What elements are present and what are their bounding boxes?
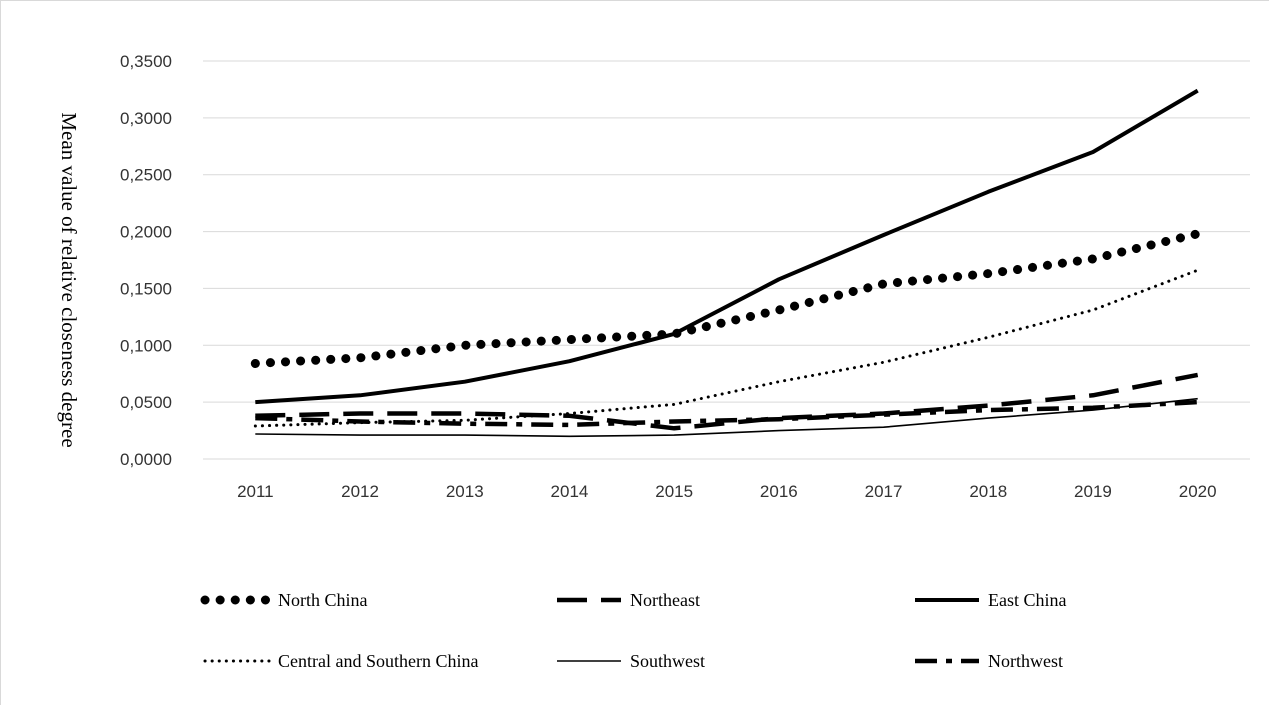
x-tick-label: 2017 — [865, 482, 903, 501]
x-axis-ticks: 2011 2012 2013 2014 2015 2016 2017 2018 2019 2020 — [237, 482, 1216, 501]
y-axis-label: Mean value of relative closeness degree — [57, 112, 81, 447]
legend-label: Northwest — [988, 651, 1063, 671]
legend-item: East China — [915, 590, 1067, 610]
x-tick-label: 2011 — [237, 482, 274, 501]
legend-item: Central and Southern China — [203, 651, 478, 671]
y-tick-label: 0,2500 — [120, 166, 172, 185]
series-line-southwest — [255, 397, 1198, 438]
series-line-north-china — [250, 229, 1203, 368]
x-tick-label: 2015 — [655, 482, 693, 501]
y-tick-label: 0,0500 — [120, 393, 172, 412]
legend: North China Northeast East China Central an… — [200, 590, 1067, 671]
y-tick-label: 0,1500 — [120, 279, 172, 298]
legend-item: Northeast — [557, 590, 700, 610]
legend-label: Southwest — [630, 651, 705, 671]
y-axis-ticks: 0,0000 0,0500 0,1000 0,1500 0,2000 0,2500 0,30… — [120, 52, 172, 469]
y-tick-label: 0,0000 — [120, 450, 172, 469]
x-tick-label: 2014 — [551, 482, 589, 501]
gridlines — [203, 60, 1250, 460]
legend-item: Northwest — [915, 651, 1063, 671]
x-tick-label: 2020 — [1179, 482, 1217, 501]
series-lines — [250, 88, 1203, 438]
x-tick-label: 2019 — [1074, 482, 1112, 501]
legend-item: Southwest — [557, 651, 705, 671]
legend-label: North China — [278, 590, 368, 610]
x-tick-label: 2016 — [760, 482, 798, 501]
x-tick-label: 2013 — [446, 482, 484, 501]
legend-item: North China — [200, 590, 368, 610]
legend-label: East China — [988, 590, 1067, 610]
legend-label: Northeast — [630, 590, 700, 610]
series-line-northeast — [255, 372, 1199, 431]
y-tick-label: 0,2000 — [120, 223, 172, 242]
legend-label: Central and Southern China — [278, 651, 478, 671]
series-line-east-china — [255, 88, 1199, 405]
x-tick-label: 2012 — [341, 482, 379, 501]
y-tick-label: 0,3000 — [120, 109, 172, 128]
series-line-northwest — [255, 399, 1198, 428]
y-tick-label: 0,1000 — [120, 336, 172, 355]
x-tick-label: 2018 — [969, 482, 1007, 501]
y-tick-label: 0,3500 — [120, 52, 172, 71]
